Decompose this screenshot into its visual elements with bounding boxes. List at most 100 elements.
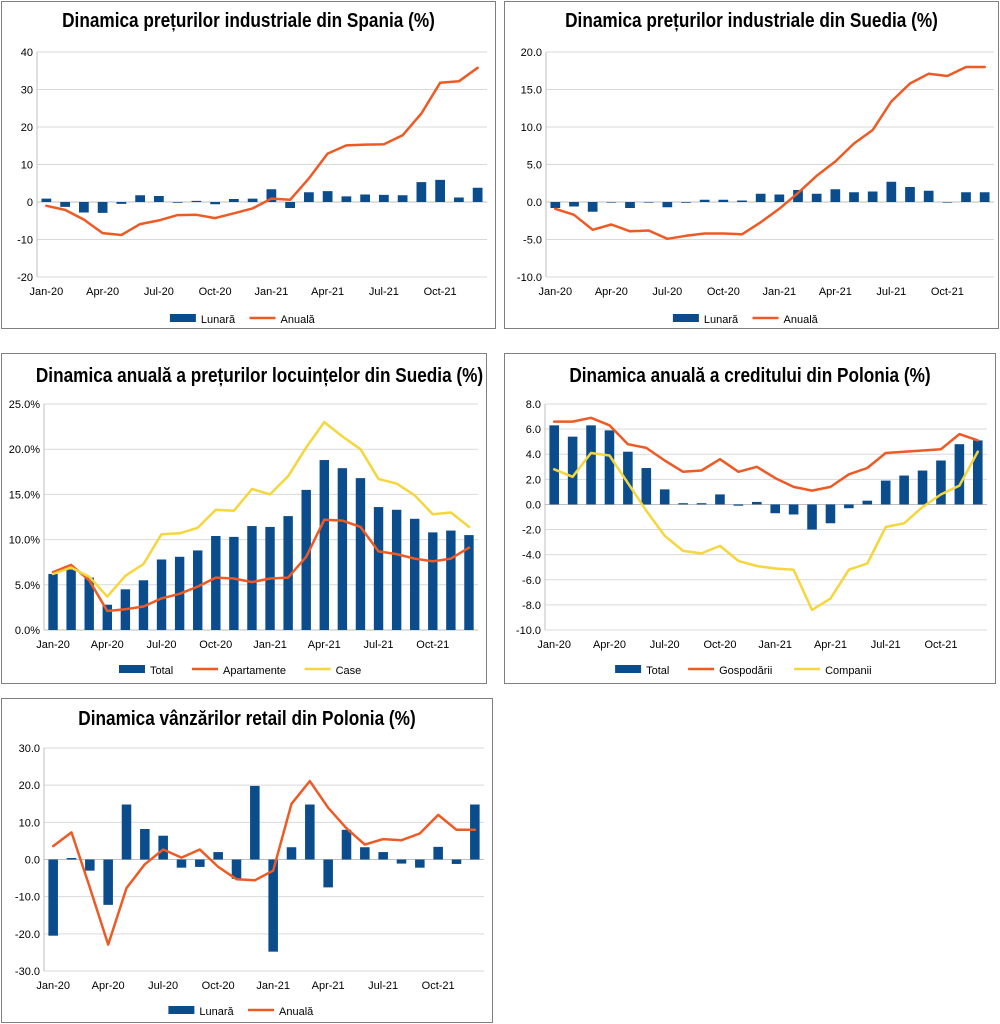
chart-spain-industrial: -20 -10 0 10 20 30 40 Jan-20 Apr-20 Jul-20 Oct-20 J… [17,47,487,326]
y-tick-label: -4.0 [522,550,541,562]
bar [211,535,221,630]
bar [446,530,456,630]
x-tick-label: Oct-21 [424,286,457,298]
x-tick-label: Jan-20 [539,286,573,298]
x-tick-label: Apr-20 [595,286,628,298]
bar [286,847,297,860]
legend-label: Anuală [279,1006,314,1018]
chart-poland-credit: -10.0 -8.0 -6.0 -4.0 -2.0 0.0 2.0 4.0 6.0 8.0 Jan-… [516,399,987,677]
legend-label: Anuală [784,314,819,326]
bar [451,859,462,864]
bar [886,181,897,202]
bar [774,194,785,202]
bar [587,202,598,212]
legend-swatch [168,1006,195,1014]
bar [135,195,145,202]
x-tick-label: Apr-20 [91,639,124,651]
y-tick-label: 15.0% [9,489,40,501]
chart-title: Dinamica vânzărilor retail din Polonia (… [78,708,416,730]
bar [470,804,480,860]
y-tick-label: -20 [17,272,33,284]
bar [917,470,928,505]
bar [66,858,77,860]
bar [213,852,223,860]
bar [899,475,909,505]
bar [156,559,167,630]
x-tick-label: Oct-20 [703,639,736,651]
y-tick-label: 2.0 [526,474,541,486]
bar [623,451,633,505]
bar [140,829,150,860]
x-tick-label: Jul-20 [148,980,178,992]
bar [247,198,258,202]
bar [428,532,438,630]
bar [681,202,691,203]
bar [66,569,76,630]
bar [811,193,822,202]
bar [138,580,149,630]
bar [849,192,859,202]
x-tick-label: Apr-20 [92,980,125,992]
bar [880,480,891,505]
x-tick-label: Jan-21 [253,639,287,651]
bar [319,460,329,630]
bar [830,189,841,202]
bar [678,503,688,505]
legend-label: Total [646,665,669,677]
bar [733,504,744,506]
x-tick-label: Oct-21 [422,980,455,992]
bar [942,202,953,203]
bar [229,199,239,202]
y-tick-label: -5.0 [523,235,542,247]
bar [844,504,854,509]
bar [550,202,561,208]
y-tick-label: 10 [21,160,33,172]
bar [97,202,108,213]
series-line [51,420,471,598]
legend-label: Case [336,665,362,677]
bar [360,194,370,202]
legend-label: Total [150,665,173,677]
y-tick-label: -10.0 [516,625,541,637]
x-tick-label: Oct-20 [199,286,232,298]
bar [283,516,293,630]
bar [304,192,314,202]
y-tick-label: 15.0 [521,85,542,97]
x-tick-label: Jul-20 [147,639,177,651]
chart-title: Dinamica anuală a creditului din Polonia… [569,365,931,387]
bar [410,518,420,630]
bar [48,859,58,936]
x-tick-label: Oct-21 [924,639,957,651]
bar [718,199,729,202]
bar [247,526,257,630]
y-tick-label: 0.0 [25,855,40,867]
legend-label: Gospodării [719,665,772,677]
y-tick-label: -20.0 [15,929,40,941]
bar [379,194,389,202]
x-tick-label: Jan-20 [36,980,70,992]
y-tick-label: 0.0 [526,499,541,511]
x-tick-label: Apr-21 [814,639,847,651]
chart-panel-spain-industrial: Dinamica prețurilor industriale din Span… [1,1,496,329]
legend-label: Lunară [199,1006,234,1018]
bar [176,859,187,868]
bar [103,859,113,905]
chart-title: Dinamica anuală a prețurilor locuințelor… [35,365,484,387]
bar [973,440,983,505]
bar [662,202,673,208]
bar [341,829,352,860]
y-tick-label: 0 [27,197,33,209]
bar [979,192,990,202]
bar [737,200,747,202]
bar [454,197,464,202]
bar [154,196,164,202]
x-tick-label: Oct-20 [202,980,235,992]
x-tick-label: Oct-21 [416,639,449,651]
bar [397,195,408,202]
x-tick-label: Jan-21 [758,639,792,651]
legend-swatch [615,665,642,673]
bar [699,199,710,202]
bar [569,202,579,207]
bar [305,804,315,860]
bar [586,425,596,505]
